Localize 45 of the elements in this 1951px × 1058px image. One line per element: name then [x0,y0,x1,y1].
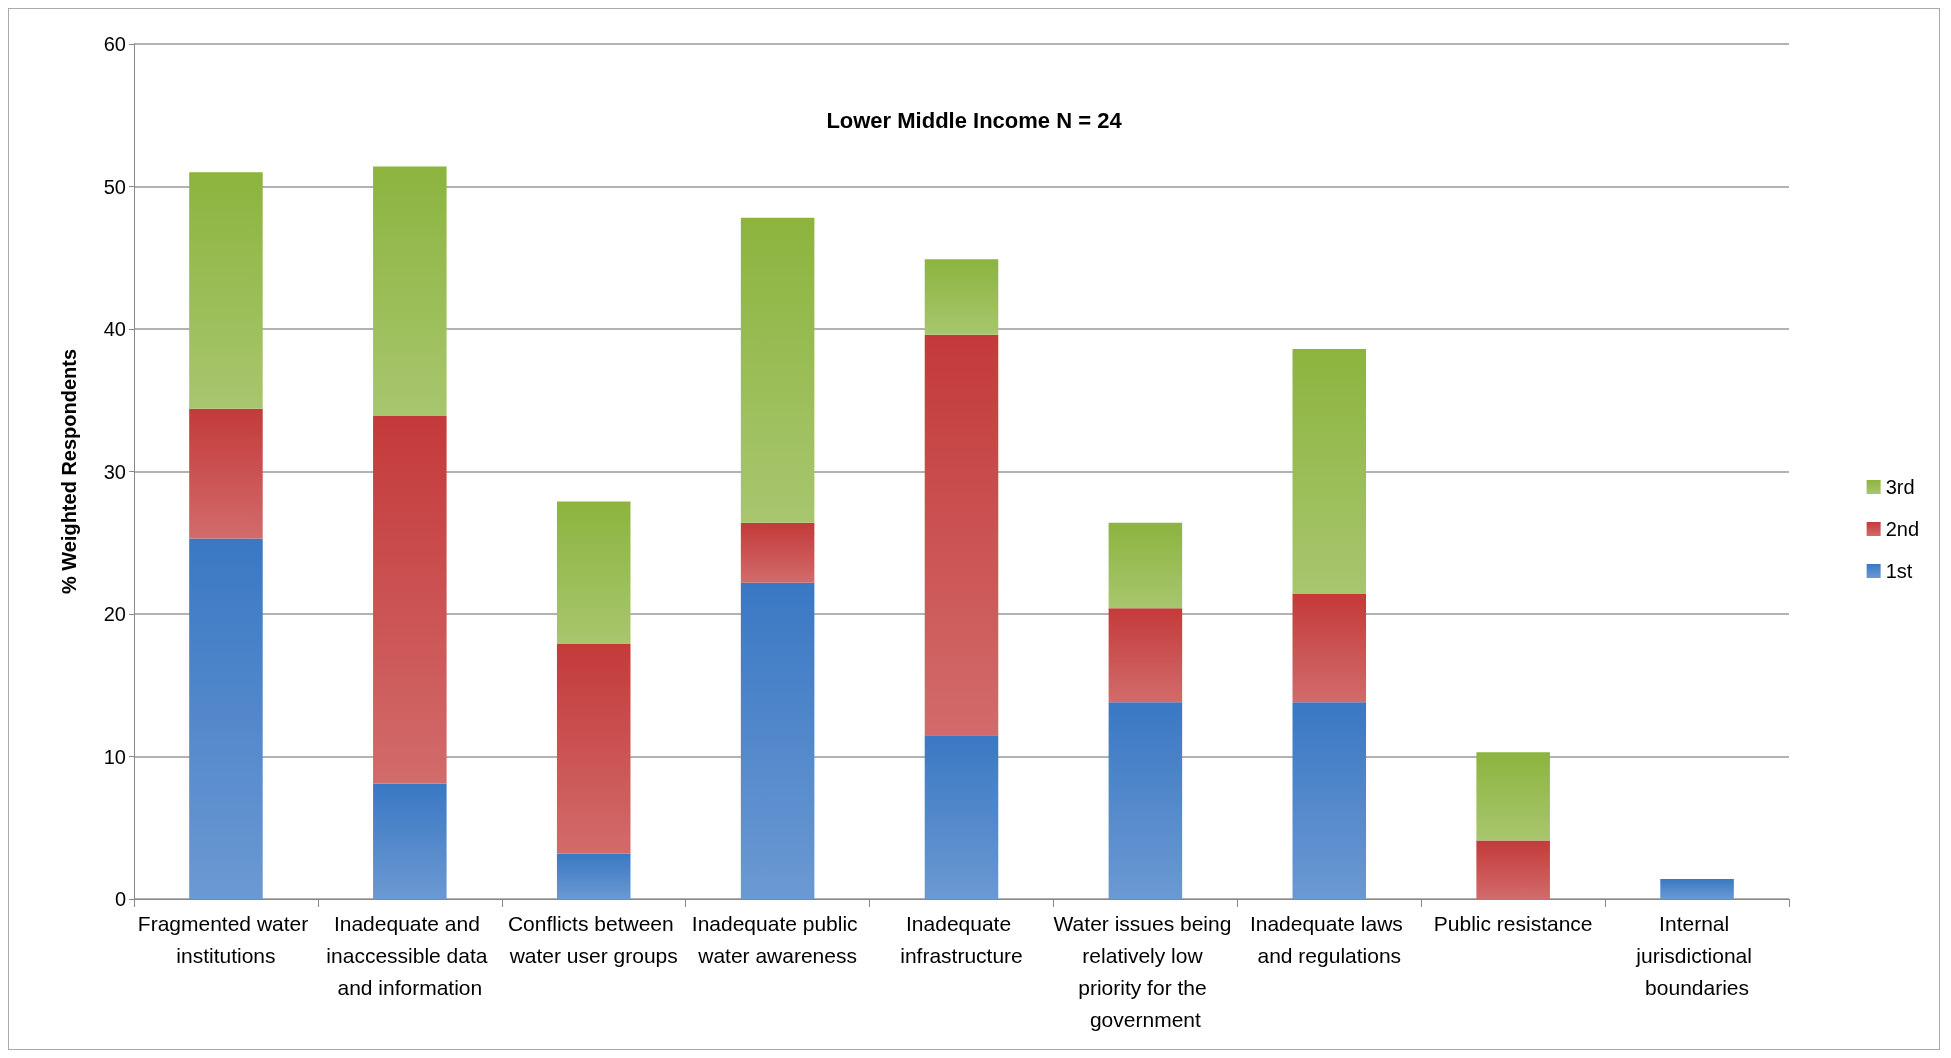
bar [189,172,263,409]
bar [1108,702,1183,899]
legend-label: 3rd [1885,476,1915,498]
bar [189,538,263,899]
y-tick-label: 50 [103,175,126,198]
bar [373,415,447,784]
bar [924,259,999,335]
x-tick-label: Inadequate infrastructure [900,911,1023,967]
legend-label: 1st [1885,560,1913,582]
x-tick-label: Inadequate and inaccessible data and information [326,911,494,999]
y-axis-title: % Weighted Respondents [58,348,80,595]
bar [1292,348,1367,595]
y-tick-label: 10 [103,745,126,768]
text: Lower Middle Income N = 24 [826,107,1123,133]
bar [1292,594,1367,703]
y-tick-label: 0 [114,888,126,910]
bar [1476,752,1550,841]
bar [373,166,447,416]
bar [373,783,447,899]
bar [740,582,815,899]
x-tick-label: Conflicts between water user groups [507,911,680,967]
y-tick-label: 60 [103,33,126,55]
x-tick-label: Public resistance [1433,911,1593,935]
bar [1292,702,1367,899]
x-tick-label: Inadequate public water awareness [691,911,864,967]
bar [1108,522,1183,609]
bar [556,501,631,644]
bar [1476,840,1550,899]
y-tick-label: 20 [103,603,126,625]
bar [556,643,631,854]
bar [924,735,999,899]
bar [740,217,815,523]
y-tick-label: 30 [103,460,126,483]
x-tick-label: Internal jurisdictional boundaries [1635,911,1758,999]
bar [740,522,815,583]
y-tick-label: 40 [103,318,126,340]
bar [189,408,263,539]
x-tick-label: Fragmented water institutions [137,911,315,967]
x-tick-label: Inadequate laws and regulations [1249,911,1409,967]
bar [556,853,631,899]
x-tick-label: Water issues being relatively low priority for the government [1053,911,1238,1031]
bar [1108,608,1183,703]
legend-label: 2nd [1885,518,1920,540]
bar [924,334,999,736]
bar [1660,879,1734,899]
